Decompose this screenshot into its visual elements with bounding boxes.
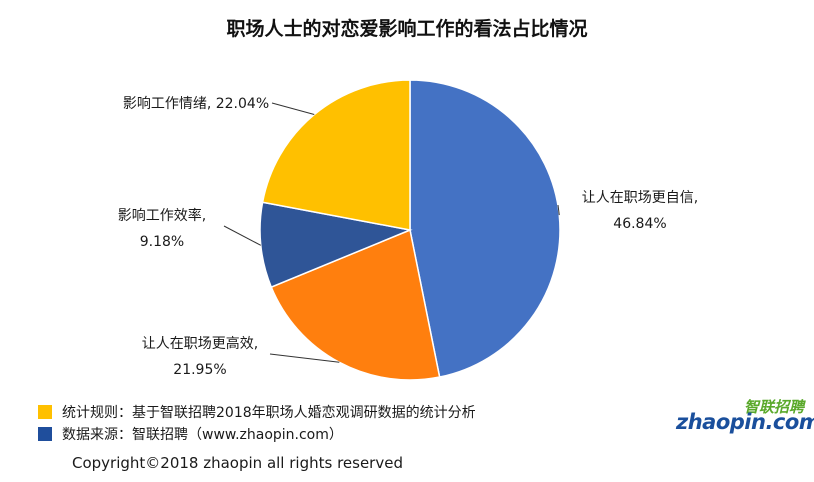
slice-label-2: 让人在职场更高效, [142, 335, 258, 352]
leader-line-4 [271, 102, 315, 116]
logo-en-text: zhaopin.com [676, 410, 814, 434]
legend-rule-swatch [38, 405, 52, 419]
legend-source-text: 数据来源：智联招聘（www.zhaopin.com） [62, 427, 343, 443]
leader-line-2 [269, 353, 340, 363]
slice-value-3: 9.18% [140, 234, 184, 250]
legend-rule-text: 统计规则：基于智联招聘2018年职场人婚恋观调研数据的统计分析 [62, 405, 476, 421]
slice-value-1: 46.84% [613, 216, 666, 232]
zhaopin-logo: 智联招聘 zhaopin.com [676, 396, 814, 436]
leader-line-1 [557, 204, 560, 216]
slice-label-4: 影响工作情绪, 22.04% [123, 96, 269, 112]
slice-value-2: 21.95% [173, 362, 226, 378]
legend-source-swatch [38, 427, 52, 441]
chart-title: 职场人士的对恋爱影响工作的看法占比情况 [226, 18, 588, 40]
logo-cn-text: 智联招聘 [743, 398, 804, 416]
slice-label-3: 影响工作效率, [118, 207, 206, 224]
pie-slice-4 [261, 79, 411, 231]
pie-slice-1 [409, 79, 561, 378]
legend-source: 数据来源：智联招聘（www.zhaopin.com） [38, 424, 343, 444]
leader-line-3 [223, 225, 262, 246]
copyright-text: Copyright©2018 zhaopin all rights reserv… [72, 454, 403, 472]
legend-rule: 统计规则：基于智联招聘2018年职场人婚恋观调研数据的统计分析 [38, 402, 476, 422]
pie-slice-2 [270, 228, 441, 381]
slice-label-1: 让人在职场更自信, [582, 190, 698, 206]
